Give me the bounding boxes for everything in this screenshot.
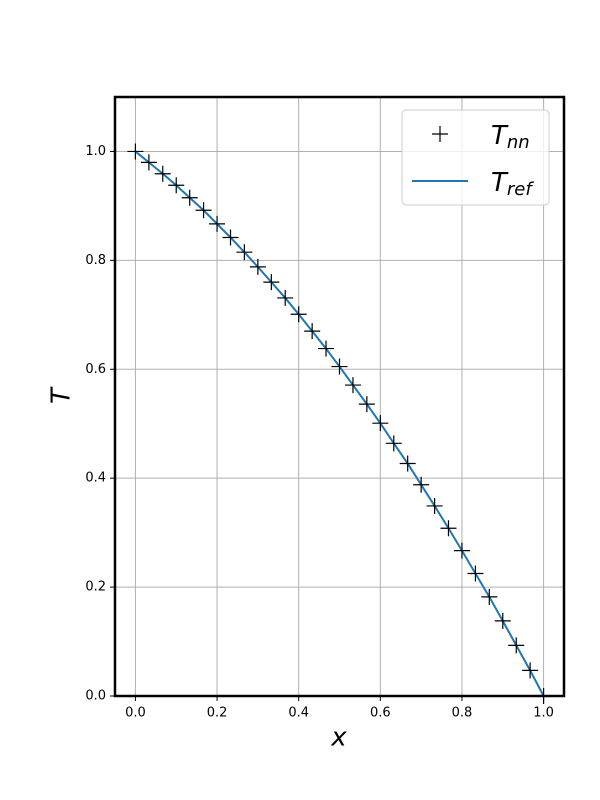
marker (318, 340, 335, 357)
y-tick-label: 0.4 (85, 471, 106, 486)
marker (290, 306, 307, 323)
marker (467, 565, 484, 582)
frame (113, 95, 566, 698)
x-tick-label: 0.8 (452, 706, 473, 721)
marker (195, 202, 212, 219)
marker (344, 377, 361, 394)
marker (304, 323, 321, 340)
x-tick-label: 0.0 (125, 706, 146, 721)
marker (481, 588, 498, 605)
marker (236, 244, 253, 261)
legend-label: Tnn (491, 121, 530, 154)
marker (168, 177, 185, 194)
marker (440, 520, 457, 537)
y-axis-label: T (47, 386, 77, 404)
x-tick-label: 0.4 (288, 706, 309, 721)
y-tick-label: 0.2 (85, 580, 106, 595)
marker (277, 289, 294, 306)
legend: Tnn Tref (401, 109, 550, 206)
x-axis-label: x (330, 723, 347, 753)
marker (154, 165, 171, 182)
marker (508, 637, 525, 654)
y-tick-label: 1.0 (85, 144, 106, 159)
y-tick-label: 0.0 (85, 689, 106, 704)
y-tick-label: 0.6 (85, 362, 106, 377)
marker (331, 358, 348, 375)
marker (209, 215, 226, 232)
x-tick-label: 0.6 (370, 706, 391, 721)
marker (453, 542, 470, 559)
marker (413, 476, 430, 493)
x-tick-label: 0.2 (207, 706, 228, 721)
marker (249, 258, 266, 275)
marker (358, 396, 375, 413)
marker (432, 126, 448, 142)
marker (263, 274, 280, 291)
marker (127, 143, 144, 160)
marker (426, 497, 443, 514)
marker (385, 435, 402, 452)
marker (372, 415, 389, 432)
marker (522, 662, 539, 679)
x-tick-label: 1.0 (533, 706, 554, 721)
y-tick-label: 0.8 (85, 253, 106, 268)
legend-label: Tref (491, 168, 534, 201)
marker (399, 455, 416, 472)
marker (181, 189, 198, 206)
marker (222, 229, 239, 246)
marker (140, 154, 157, 171)
plot-area (127, 143, 552, 704)
marker (494, 612, 511, 629)
